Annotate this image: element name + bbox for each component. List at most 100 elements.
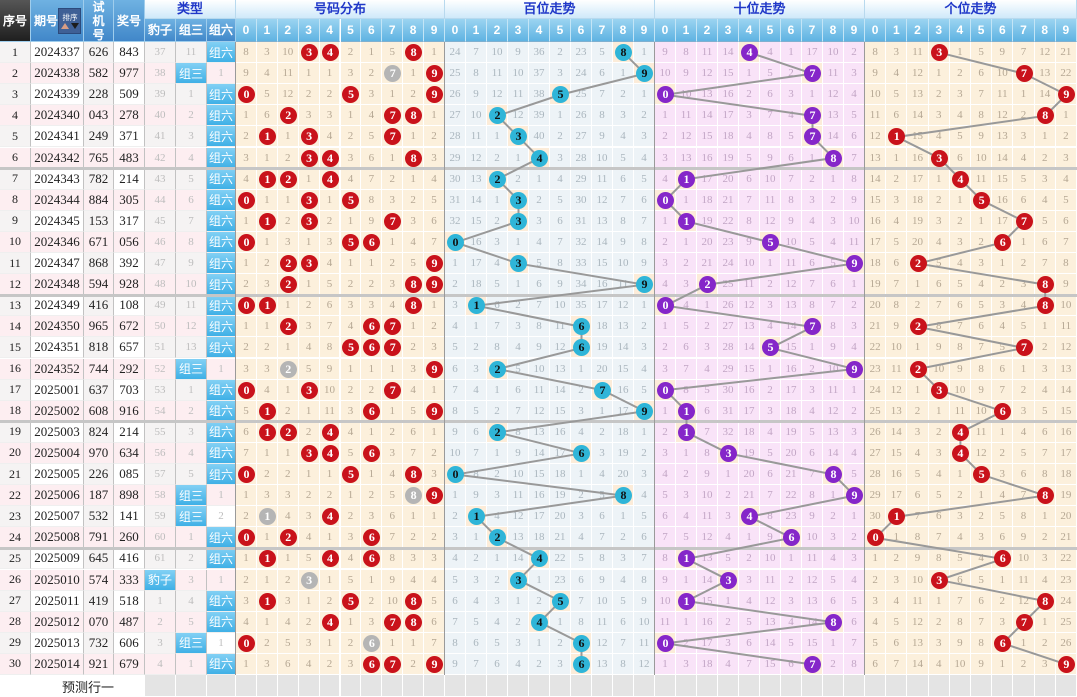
dist-ball: 2 [279,423,297,441]
miss-cell: 3 [697,337,718,359]
miss-cell: 2 [403,653,425,675]
miss-cell: 7 [886,274,908,296]
miss-cell: 19 [907,210,929,232]
miss-cell: 12 [992,105,1014,127]
miss-cell: 15 [886,442,908,464]
miss-cell: 2 [382,168,404,190]
type-highlight-cell: 组六 [207,253,236,275]
dist-ball: 2 [279,170,297,188]
miss-cell: 1 [298,63,320,85]
miss-cell: 5 [1034,210,1056,232]
miss-cell: 1 [340,105,362,127]
miss-cell: 6 [361,147,383,169]
miss-cell: 6 [1034,231,1056,253]
miss-cell: 6 [613,611,634,633]
type-miss-cell: 2 [176,400,207,422]
miss-cell: 5 [823,569,844,591]
miss-cell: 9 [928,337,950,359]
digit-header: 2 [277,19,299,42]
miss-cell: 4 [466,379,487,401]
miss-cell: 4 [1055,168,1077,190]
miss-cell: 2 [236,506,257,528]
col-header-prize: 奖号 [114,0,145,42]
miss-cell: 9 [844,189,865,211]
test-number-cell: 645 [84,548,114,570]
miss-cell: 14 [697,105,718,127]
miss-cell: 1 [382,400,404,422]
miss-cell: 5 [655,485,676,507]
miss-cell: 21 [865,316,887,338]
miss-cell: 5 [971,569,993,591]
miss-cell: 1 [319,63,341,85]
prize-number-cell: 141 [114,506,145,528]
miss-cell: 3 [992,464,1014,486]
dist-ball: 3 [300,128,318,146]
test-number-cell: 921 [84,653,114,675]
digit-header: 4 [949,19,971,42]
prize-number-cell: 898 [114,485,145,507]
miss-cell: 10 [949,653,971,675]
type-miss-cell: 3 [176,569,207,591]
miss-cell: 3 [928,632,950,654]
miss-cell: 5 [403,253,425,275]
sort-asc-icon[interactable] [60,23,69,29]
digit-header: 1 [256,19,278,42]
type-miss-cell: 50 [145,316,176,338]
miss-cell: 1 [256,147,278,169]
miss-cell: 2 [298,421,320,443]
miss-cell: 3 [971,253,993,275]
miss-cell: 24 [571,63,592,85]
hundreds-ball: 6 [573,655,590,673]
miss-cell: 4 [781,105,802,127]
miss-cell: 3 [802,379,823,401]
prize-number-cell: 371 [114,126,145,148]
miss-cell: 21 [697,253,718,275]
miss-cell: 1 [403,316,425,338]
miss-cell: 6 [487,653,508,675]
seq-cell: 4 [0,105,31,127]
miss-cell: 1 [319,569,341,591]
test-number-cell: 970 [84,442,114,464]
sort-desc-icon[interactable] [70,23,79,29]
miss-cell: 6 [949,295,971,317]
miss-cell: 3 [529,210,550,232]
prize-number-cell: 487 [114,611,145,633]
miss-cell: 9 [971,653,993,675]
dist-ball: 8 [405,44,423,62]
miss-cell: 6 [1034,421,1056,443]
miss-cell: 1 [823,168,844,190]
miss-cell: 1 [298,464,320,486]
sort-button[interactable]: 排序 [58,8,81,34]
miss-cell: 6 [634,189,655,211]
miss-cell: 3 [236,590,257,612]
miss-cell: 5 [971,295,993,317]
miss-cell: 8 [760,506,781,528]
type-miss-cell: 1 [207,485,236,507]
miss-cell: 2 [739,84,760,106]
miss-cell: 2 [277,210,299,232]
miss-cell: 11 [971,421,993,443]
type-highlight-cell: 组三 [176,506,207,528]
miss-cell: 8 [1034,464,1056,486]
miss-cell: 11 [613,274,634,296]
miss-cell: 5 [466,400,487,422]
miss-cell: 1 [508,231,529,253]
test-number-cell: 532 [84,506,114,528]
miss-cell: 1 [508,274,529,296]
miss-cell: 7 [1034,253,1056,275]
miss-cell: 1 [802,147,823,169]
prize-number-cell: 260 [114,527,145,549]
footer-empty-cell [971,675,993,697]
miss-cell: 6 [971,63,993,85]
miss-cell: 6 [445,590,466,612]
miss-cell: 11 [1055,316,1077,338]
miss-cell: 6 [823,274,844,296]
digit-header: 3 [298,19,320,42]
miss-cell: 4 [928,464,950,486]
miss-cell: 1 [613,506,634,528]
period-cell: 2024342 [31,147,84,169]
period-cell: 2024343 [31,168,84,190]
test-number-cell: 732 [84,632,114,654]
miss-cell: 2 [592,421,613,443]
miss-cell: 7 [613,189,634,211]
